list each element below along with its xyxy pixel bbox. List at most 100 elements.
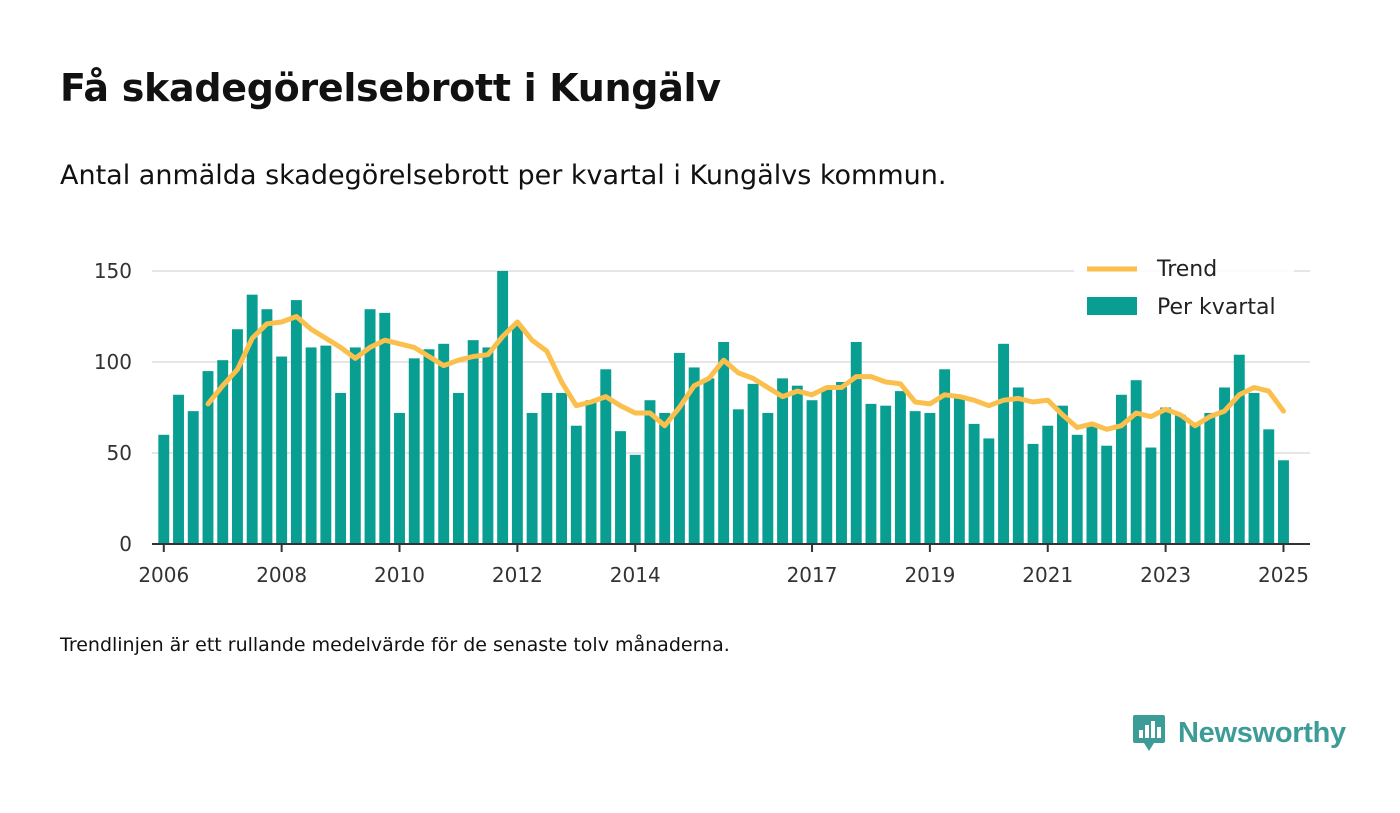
bar [173, 394, 184, 544]
bar [836, 382, 847, 544]
bar [777, 378, 789, 544]
x-axis: 2006 2008 2010 2012 2014 2017 2019 2021 2023 2025 [138, 543, 1310, 587]
bar [673, 352, 685, 544]
trend-series [205, 314, 1286, 432]
legend-bar-label: Per kvartal [1157, 295, 1276, 320]
x-tick-label: 2017 [787, 563, 838, 587]
bar [231, 329, 243, 544]
y-tick-label: 0 [119, 532, 132, 556]
bar [806, 400, 818, 544]
bar [703, 378, 715, 544]
newsworthy-logo-icon [1133, 715, 1165, 751]
bar [1248, 392, 1260, 544]
legend-bar-swatch [1087, 297, 1137, 315]
bar [570, 425, 582, 544]
x-tick-label: 2012 [492, 563, 543, 587]
bar [629, 454, 641, 544]
bar [1174, 414, 1186, 544]
bar [379, 312, 391, 544]
bar [320, 345, 332, 544]
bar [1012, 387, 1024, 544]
bar [688, 367, 700, 544]
trend-line [205, 314, 1286, 432]
chart-title: Få skadegörelsebrott i Kungälv [60, 66, 721, 110]
bar [953, 396, 965, 544]
bar [1278, 460, 1289, 544]
x-tick-label: 2019 [904, 563, 955, 587]
bar [364, 309, 376, 544]
bar [1042, 425, 1054, 544]
bar [217, 360, 229, 544]
bar [909, 411, 921, 544]
bar [158, 434, 170, 544]
bar [556, 392, 568, 544]
bar [659, 412, 671, 544]
y-tick-label: 100 [94, 350, 132, 374]
bar [290, 300, 302, 544]
legend-trend-label: Trend [1156, 257, 1217, 282]
bar [408, 358, 420, 544]
bar [452, 392, 464, 544]
footnote: Trendlinjen är ett rullande medelvärde f… [60, 634, 730, 656]
bar [394, 412, 405, 544]
bar [894, 391, 906, 544]
bar [305, 347, 317, 544]
bar [718, 341, 730, 544]
bar [1189, 423, 1201, 544]
legend: Trend Per kvartal [1074, 250, 1294, 326]
bar [335, 392, 347, 544]
bar [615, 431, 626, 544]
bar [276, 356, 288, 544]
bar [246, 294, 258, 544]
bar [747, 383, 759, 544]
bar [187, 411, 199, 544]
bar [526, 412, 538, 544]
brand-name: Newsworthy [1178, 716, 1346, 749]
bar [865, 403, 877, 544]
bar [644, 400, 656, 544]
bar [1071, 434, 1083, 544]
bar [762, 412, 774, 544]
chart-subtitle: Antal anmälda skadegörelsebrott per kvar… [60, 160, 947, 191]
bar [261, 309, 273, 544]
bar [732, 409, 744, 544]
bar [1263, 429, 1275, 544]
x-tick-label: 2025 [1258, 563, 1309, 587]
bar [1115, 394, 1127, 544]
bar [1086, 423, 1098, 544]
bar [600, 369, 612, 544]
bar [1027, 443, 1039, 544]
bar [791, 385, 803, 544]
bar [349, 347, 361, 544]
bar [998, 343, 1010, 544]
bar [1101, 445, 1113, 544]
bar [438, 343, 450, 544]
y-axis-tick-labels: 0 50 100 150 [94, 259, 132, 556]
bar [585, 400, 597, 544]
bar [924, 412, 936, 544]
y-tick-label: 50 [107, 441, 132, 465]
bar [1160, 407, 1172, 544]
bar [511, 325, 523, 544]
bar [968, 423, 980, 544]
bar [1130, 380, 1142, 544]
bar [850, 341, 862, 544]
bar-series-per-kvartal [158, 271, 1289, 544]
bar [821, 387, 833, 544]
newsworthy-brand[interactable]: Newsworthy [1132, 712, 1346, 754]
bar [1219, 387, 1231, 544]
bar [939, 369, 951, 544]
x-tick-label: 2010 [374, 563, 425, 587]
bar [1145, 447, 1157, 544]
y-tick-label: 150 [94, 259, 132, 283]
x-tick-label: 2008 [256, 563, 307, 587]
bar [1057, 405, 1068, 544]
bar [423, 349, 435, 544]
bar [983, 438, 995, 544]
x-tick-label: 2006 [138, 563, 189, 587]
bar [880, 405, 892, 544]
x-tick-label: 2014 [610, 563, 661, 587]
bar [541, 392, 553, 544]
bar [1204, 412, 1216, 544]
bar [482, 347, 494, 544]
